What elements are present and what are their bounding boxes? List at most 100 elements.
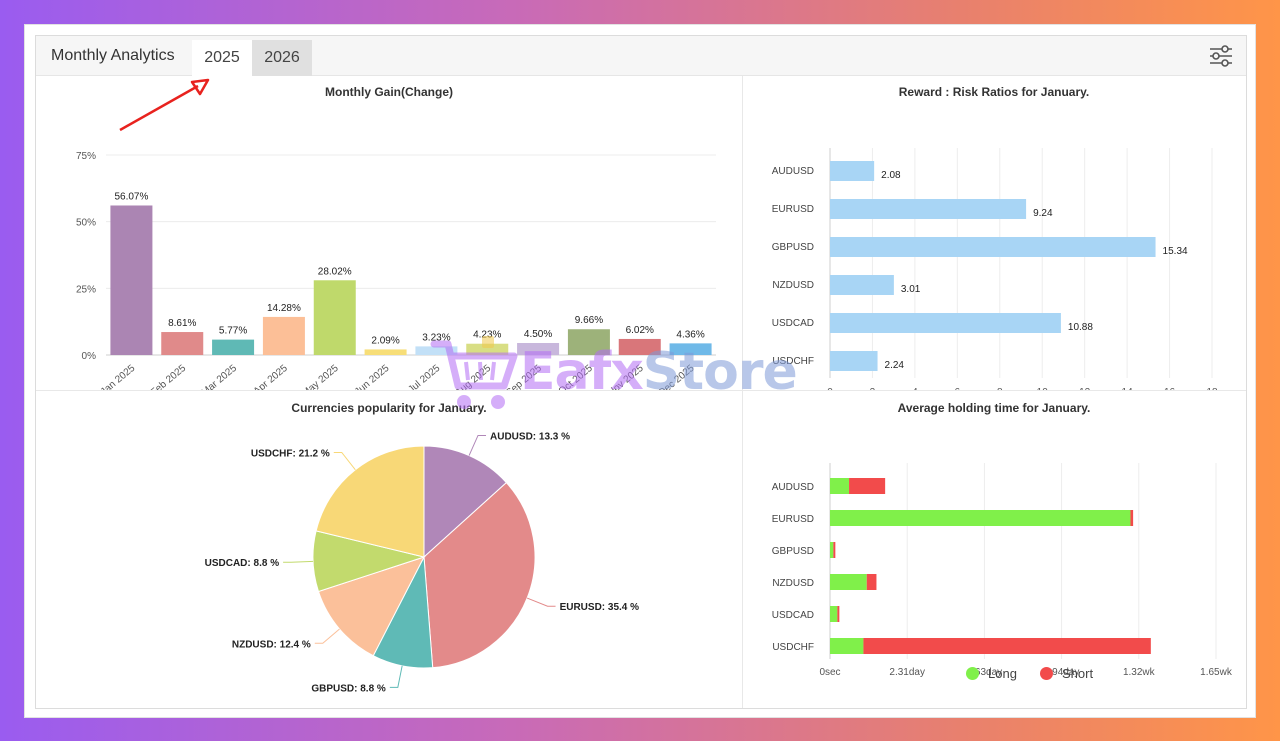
x-tick-label: Jan 2025 <box>99 363 138 390</box>
bar <box>110 205 153 355</box>
analytics-panel: Monthly Analytics 2025 2026 Monthly Gain… <box>35 35 1247 709</box>
y-category-label: AUDUSD <box>772 166 814 177</box>
pie-label: USDCAD: 8.8 % <box>205 558 280 569</box>
bar-value-label: 8.61% <box>168 318 196 329</box>
bar <box>313 280 356 355</box>
risk-title: Reward : Risk Ratios for January. <box>898 85 1090 99</box>
x-tick-label: 4.63day <box>967 667 1003 678</box>
bar-segment <box>830 574 867 590</box>
bar-segment <box>1130 510 1134 526</box>
pie-label: GBPUSD: 8.8 % <box>311 683 386 694</box>
bar-segment <box>849 478 886 494</box>
y-category-label: EURUSD <box>772 514 814 525</box>
bar-value-label: 5.77% <box>219 326 247 337</box>
x-tick-label: 12 <box>1079 387 1091 390</box>
pie-connector <box>526 597 556 607</box>
monthly-gain-title: Monthly Gain(Change) <box>325 85 453 99</box>
shopping-cart-icon <box>430 336 518 409</box>
vertical-divider <box>742 76 743 708</box>
pie-title: Currencies popularity for January. <box>291 401 487 415</box>
bar-value-label: 28.02% <box>318 266 352 277</box>
y-category-label: GBPUSD <box>772 242 814 253</box>
bar-segment <box>830 606 838 622</box>
bar-value-label: 14.28% <box>267 303 301 314</box>
bar-value-label: 9.66% <box>575 315 603 326</box>
y-category-label: GBPUSD <box>772 546 814 557</box>
bar <box>567 329 610 355</box>
pie-label: AUDUSD: 13.3 % <box>490 431 570 442</box>
y-tick-label: 75% <box>76 151 96 162</box>
monthly-gain-chart: 75% 50% 25% 0% 56.07% 8.61% 5.77% 14.28% 28.02%… <box>76 151 716 390</box>
bar-segment <box>863 638 1151 654</box>
x-tick-label: 2.31day <box>889 667 925 678</box>
bar <box>262 316 305 355</box>
y-tick-label: 25% <box>76 284 96 295</box>
legend-long[interactable]: Long <box>966 666 1017 681</box>
pie-label: EURUSD: 35.4 % <box>560 602 640 613</box>
panel-title: Monthly Analytics <box>51 47 175 64</box>
watermark-part2: Store <box>642 342 798 402</box>
pie-connector <box>468 434 487 456</box>
x-tick-label: 14 <box>1122 387 1134 390</box>
y-category-label: EURUSD <box>772 204 814 215</box>
pie-slice <box>317 556 426 657</box>
legend-long-swatch <box>966 667 979 680</box>
legend-short-label: Short <box>1062 666 1094 681</box>
pie-slice <box>315 445 425 558</box>
bar-value-label: 3.01 <box>901 284 921 295</box>
tab-2025[interactable]: 2025 <box>192 40 252 76</box>
bar <box>830 161 875 181</box>
bar-value-label: 6.02% <box>626 325 654 336</box>
pie-slice <box>423 481 536 669</box>
bar-value-label: 10.88 <box>1068 322 1093 333</box>
bar <box>830 237 1156 257</box>
bar <box>517 343 560 355</box>
bar-value-label: 56.07% <box>114 191 148 202</box>
bar <box>466 343 509 355</box>
watermark-text: EafxStore <box>520 342 798 402</box>
pie-label: NZDUSD: 12.4 % <box>232 639 311 650</box>
bar-value-label: 4.36% <box>676 329 704 340</box>
bar-value-label: 3.23% <box>422 332 450 343</box>
x-tick-label: 1.32wk <box>1123 667 1156 678</box>
sliders-icon[interactable] <box>1208 43 1234 69</box>
currency-pie-chart: AUDUSD: 13.3 % EURUSD: 35.4 % GBPUSD: 8.8 … <box>205 431 640 694</box>
y-category-label: USDCAD <box>772 610 814 621</box>
bar <box>415 346 458 355</box>
bar-segment <box>830 542 834 558</box>
bar-segment <box>830 478 850 494</box>
panel-header: Monthly Analytics 2025 2026 <box>36 36 1246 76</box>
risk-ratio-chart: 2.08 9.24 15.34 3.01 10.88 2.24 AUDUSD EURUSD G… <box>772 148 1218 390</box>
annotation-arrow <box>119 78 210 132</box>
bar-value-label: 2.08 <box>881 170 901 181</box>
x-tick-label: Feb 2025 <box>149 363 189 390</box>
x-tick-label: 10 <box>1037 387 1049 390</box>
bar-value-label: 4.50% <box>524 329 552 340</box>
bar-value-label: 9.24 <box>1033 208 1053 219</box>
x-tick-label: 2 <box>870 387 876 390</box>
pie-connector <box>389 665 403 688</box>
bar-segment <box>833 542 836 558</box>
pie-connector <box>333 451 356 471</box>
y-category-label: USDCHF <box>772 642 814 653</box>
x-tick-label: 1.65wk <box>1200 667 1233 678</box>
holding-time-chart: AUDUSD EURUSD GBPUSD NZDUSD USDCAD USDCHF 0se… <box>772 463 1233 678</box>
bar <box>364 349 407 355</box>
y-category-label: NZDUSD <box>772 280 814 291</box>
bar <box>830 313 1061 333</box>
watermark-part1: Eafx <box>520 342 644 402</box>
y-category-label: NZDUSD <box>772 578 814 589</box>
bar <box>830 275 894 295</box>
bar <box>830 199 1027 219</box>
tab-2026[interactable]: 2026 <box>252 40 312 76</box>
x-tick-label: Jun 2025 <box>353 363 392 390</box>
x-tick-label: 6 <box>955 387 961 390</box>
bar-value-label: 2.09% <box>371 335 399 346</box>
legend-short[interactable]: Short <box>1040 666 1093 681</box>
bar <box>161 332 204 355</box>
x-tick-label: May 2025 <box>300 363 341 390</box>
x-tick-label: 8 <box>997 387 1003 390</box>
pie-connector <box>314 628 340 644</box>
bar <box>618 338 661 355</box>
legend-short-swatch <box>1040 667 1053 680</box>
